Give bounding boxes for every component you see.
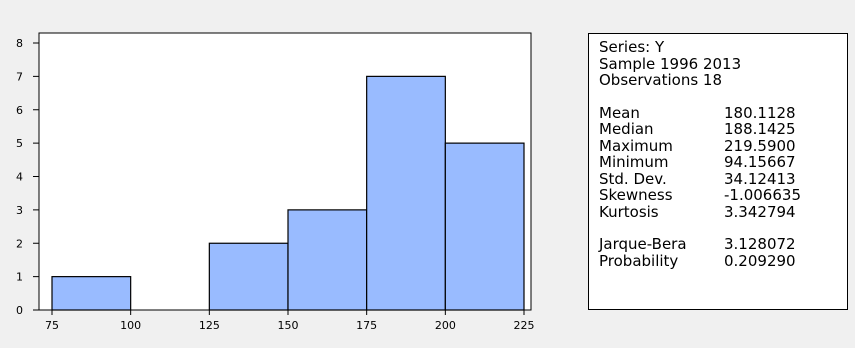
statistics-panel: Series: Y Sample 1996 2013 Observations … <box>588 33 848 310</box>
y-tick-label: 5 <box>16 137 23 150</box>
stat-row-jarque-bera: Jarque-Bera 3.128072 <box>599 236 847 253</box>
stat-label: Probability <box>599 251 679 270</box>
x-tick-label: 150 <box>278 319 299 332</box>
x-axis: 75 100 125 150 175 200 225 <box>45 310 535 332</box>
stat-label: Maximum <box>599 136 673 155</box>
y-tick-label: 2 <box>16 237 23 250</box>
stat-value: 3.128072 <box>724 235 796 253</box>
stat-row-probability: Probability 0.209290 <box>599 251 847 270</box>
y-tick-label: 4 <box>16 171 23 184</box>
histogram-bar <box>444 142 525 311</box>
stat-row-skewness: Skewness -1.006635 <box>599 187 847 204</box>
stat-value: 180.1128 <box>724 103 796 122</box>
stat-row-kurtosis: Kurtosis 3.342794 <box>599 202 847 221</box>
histogram-bar <box>51 276 132 311</box>
x-tick-label: 175 <box>356 319 377 332</box>
stat-label: Mean <box>599 103 640 122</box>
stat-label: Jarque-Bera <box>599 235 687 253</box>
sample-label: Sample 1996 2013 <box>599 54 742 73</box>
observations-label: Observations 18 <box>599 71 723 89</box>
stat-label: Kurtosis <box>599 202 659 221</box>
stat-label: Median <box>599 120 654 138</box>
y-tick-label: 6 <box>16 104 23 117</box>
y-tick-label: 7 <box>16 70 23 83</box>
x-tick-label: 200 <box>435 319 456 332</box>
stat-row-minimum: Minimum 94.15667 <box>599 154 847 171</box>
x-tick-label: 100 <box>120 319 141 332</box>
stat-value: 3.342794 <box>724 202 796 221</box>
stat-value: 0.209290 <box>724 251 796 270</box>
stats-spacer <box>599 220 847 236</box>
x-tick-label: 225 <box>514 319 535 332</box>
stat-value: 188.1425 <box>724 120 796 138</box>
bars-layer <box>51 75 525 311</box>
histogram-svg: 75 100 125 150 175 200 225 0 1 2 3 4 5 6 7 8 <box>16 32 535 332</box>
stat-value: 34.12413 <box>724 169 796 188</box>
stat-value: 94.15667 <box>724 153 796 171</box>
x-tick-label: 75 <box>45 319 59 332</box>
histogram-bar <box>366 75 446 311</box>
histogram-bar <box>208 242 289 311</box>
y-tick-label: 8 <box>16 37 23 50</box>
stat-row-std-dev: Std. Dev. 34.12413 <box>599 169 847 188</box>
y-axis: 0 1 2 3 4 5 6 7 8 <box>16 37 39 317</box>
y-tick-label: 0 <box>16 304 23 317</box>
y-tick-label: 1 <box>16 271 23 284</box>
x-tick-label: 125 <box>199 319 220 332</box>
stat-row-median: Median 188.1425 <box>599 121 847 138</box>
stat-label: Std. Dev. <box>599 169 667 188</box>
stat-value: -1.006635 <box>724 186 801 204</box>
stat-label: Minimum <box>599 153 669 171</box>
y-tick-label: 3 <box>16 204 23 217</box>
series-label: Series: Y <box>599 38 665 56</box>
histogram-bar <box>287 209 368 311</box>
stat-row-mean: Mean 180.1128 <box>599 103 847 122</box>
stats-spacer <box>599 89 847 105</box>
stat-value: 219.5900 <box>724 136 796 155</box>
stat-label: Skewness <box>599 186 673 204</box>
stat-row-maximum: Maximum 219.5900 <box>599 136 847 155</box>
histogram-chart: 75 100 125 150 175 200 225 0 1 2 3 4 5 6 7 8 <box>16 32 535 332</box>
